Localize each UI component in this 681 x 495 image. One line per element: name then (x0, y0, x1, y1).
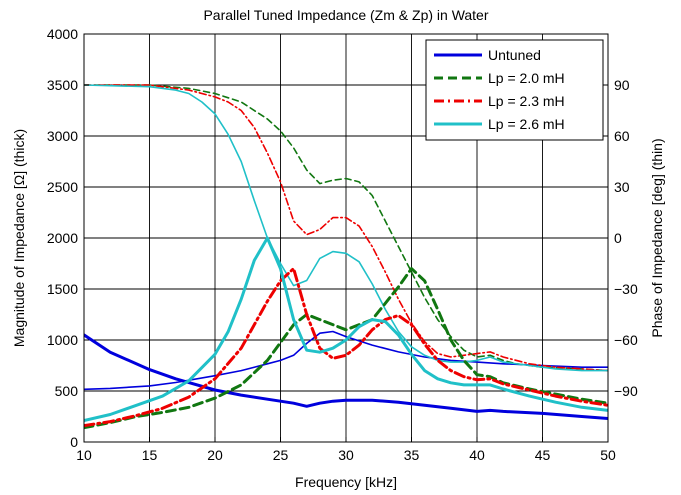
y-axis-right-label: Phase of Impedance [deg] (thin) (649, 138, 665, 337)
y-axis-left-label: Magnitude of Impedance [Ω] (thick) (11, 129, 27, 347)
y-left-tick-label: 500 (55, 383, 79, 399)
x-tick-label: 10 (76, 447, 92, 463)
y-left-tick-label: 2500 (47, 179, 78, 195)
series-line-2-thin (84, 84, 608, 372)
x-tick-label: 20 (207, 447, 223, 463)
legend-label: Lp = 2.3 mH (488, 93, 565, 109)
y-left-tick-label: 1000 (47, 332, 78, 348)
x-axis-label: Frequency [kHz] (295, 474, 397, 490)
y-left-tick-label: 3500 (47, 77, 78, 93)
y-left-tick-label: 1500 (47, 281, 78, 297)
legend-label: Lp = 2.6 mH (488, 116, 565, 132)
legend-label: Untuned (488, 47, 541, 63)
x-tick-label: 40 (469, 447, 485, 463)
y-left-tick-label: 0 (70, 434, 78, 450)
series-line-3-thick (84, 267, 608, 428)
series-line-4-thin (84, 84, 608, 372)
x-tick-label: 50 (600, 447, 616, 463)
y-left-tick-label: 3000 (47, 128, 78, 144)
y-right-tick-label: −60 (614, 332, 638, 348)
x-tick-label: 35 (404, 447, 420, 463)
series-line-1-thin (84, 330, 608, 391)
legend: Untuned Lp = 2.0 mH Lp = 2.3 mH Lp = 2.6 mH (425, 39, 604, 141)
y-right-tick-label: −30 (614, 281, 638, 297)
y-left-tick-label: 4000 (47, 26, 78, 42)
y-right-tick-label: 0 (614, 230, 622, 246)
y-right-tick-label: 90 (614, 77, 630, 93)
x-tick-label: 15 (142, 447, 158, 463)
series-line-3-thin (84, 84, 608, 372)
x-tick-label: 30 (338, 447, 354, 463)
legend-label: Lp = 2.0 mH (488, 70, 565, 86)
series-layer (84, 84, 608, 430)
y-right-tick-label: 60 (614, 128, 630, 144)
x-tick-label: 45 (535, 447, 551, 463)
y-right-tick-label: −90 (614, 383, 638, 399)
x-tick-label: 25 (273, 447, 289, 463)
y-right-tick-label: 30 (614, 179, 630, 195)
y-left-tick-label: 2000 (47, 230, 78, 246)
series-line-4-thick (84, 236, 608, 423)
axes: 10 15 20 25 30 35 40 45 500500100015002000250030… (47, 26, 638, 463)
chart-title: Parallel Tuned Impedance (Zm & Zp) in Wa… (203, 7, 488, 23)
